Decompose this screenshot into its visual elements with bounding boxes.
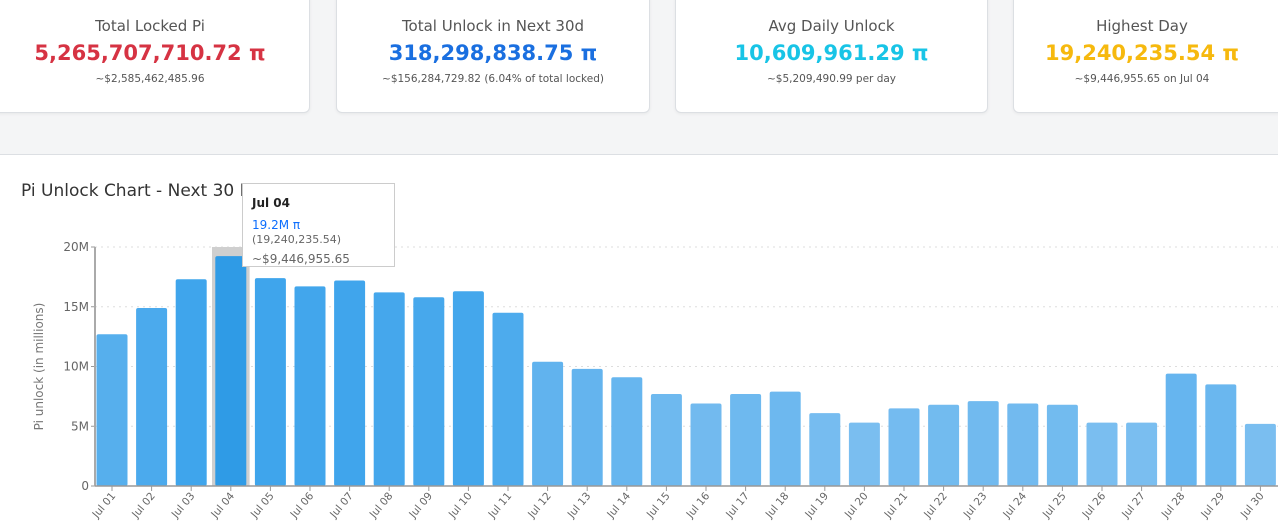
x-tick-label: Jul 04 <box>208 490 237 521</box>
bar-jul-26 <box>1086 422 1118 486</box>
y-tick-label: 15M <box>63 300 89 314</box>
card-sub: ~$156,284,729.82 (6.04% of total locked) <box>382 73 604 85</box>
tooltip-date: Jul 04 <box>252 196 290 210</box>
card-title: Avg Daily Unlock <box>768 17 895 35</box>
tooltip-usd: ~$9,446,955.65 <box>252 252 350 266</box>
x-tick-label: Jul 27 <box>1119 490 1148 521</box>
bar-jul-25 <box>1046 404 1078 486</box>
x-tick-label: Jul 01 <box>90 490 119 521</box>
card-sub: ~$9,446,955.65 on Jul 04 <box>1074 73 1210 85</box>
x-tick-label: Jul 30 <box>1238 490 1267 521</box>
card-total-unlock: Total Unlock in Next 30d 318,298,838.75 … <box>336 0 650 113</box>
card-value: 318,298,838.75 π <box>388 41 598 65</box>
bar-jul-15 <box>650 393 682 486</box>
bar-jul-19 <box>809 413 841 486</box>
card-sub: ~$2,585,462,485.96 <box>95 73 205 85</box>
x-tick-label: Jul 24 <box>1000 490 1029 521</box>
bar-jul-20 <box>848 422 880 486</box>
bar-jul-21 <box>888 408 920 486</box>
bar-jul-28 <box>1165 373 1197 486</box>
tooltip-value: 19.2M π <box>252 218 301 232</box>
card-sub: ~$5,209,490.99 per day <box>766 73 897 85</box>
x-tick-label: Jul 26 <box>1080 490 1109 521</box>
bar-jul-04 <box>215 256 247 486</box>
bar-jul-24 <box>1007 403 1039 486</box>
x-tick-label: Jul 14 <box>604 490 633 521</box>
card-avg-daily: Avg Daily Unlock 10,609,961.29 π ~$5,209… <box>675 0 988 113</box>
x-tick-label: Jul 11 <box>486 490 515 521</box>
card-highest-day: Highest Day 19,240,235.54 π ~$9,446,955.… <box>1013 0 1278 113</box>
bar-jul-16 <box>690 403 722 486</box>
x-tick-label: Jul 22 <box>921 490 950 521</box>
x-tick-label: Jul 18 <box>763 490 792 521</box>
bar-jul-14 <box>611 377 643 486</box>
x-tick-label: Jul 02 <box>129 490 158 521</box>
y-tick-label: 10M <box>63 360 89 374</box>
x-tick-label: Jul 25 <box>1040 490 1069 521</box>
bar-jul-06 <box>294 286 326 486</box>
x-tick-label: Jul 21 <box>882 490 911 521</box>
x-tick-label: Jul 29 <box>1198 490 1227 521</box>
tooltip-exact: (19,240,235.54) <box>252 233 342 246</box>
bar-jul-23 <box>967 401 999 486</box>
x-tick-label: Jul 17 <box>723 490 752 521</box>
x-tick-label: Jul 19 <box>802 490 831 521</box>
x-tick-label: Jul 20 <box>842 490 871 521</box>
card-value: 5,265,707,710.72 π <box>34 41 266 65</box>
card-title: Total Unlock in Next 30d <box>401 17 585 35</box>
x-tick-label: Jul 05 <box>248 490 277 521</box>
x-tick-label: Jul 09 <box>406 490 435 521</box>
bar-jul-18 <box>769 391 801 486</box>
card-title: Total Locked Pi <box>95 17 205 35</box>
bar-jul-17 <box>730 393 762 486</box>
card-title: Highest Day <box>1096 17 1188 35</box>
bar-jul-10 <box>452 291 484 486</box>
bar-jul-03 <box>175 279 207 486</box>
x-tick-label: Jul 06 <box>288 490 317 521</box>
bar-jul-08 <box>373 292 405 486</box>
chart-tooltip: Jul 04 19.2M π (19,240,235.54) ~$9,446,9… <box>242 183 395 267</box>
card-total-locked: Total Locked Pi 5,265,707,710.72 π ~$2,5… <box>0 0 310 113</box>
bar-jul-13 <box>571 368 603 486</box>
card-value: 10,609,961.29 π <box>734 41 929 65</box>
x-tick-label: Jul 16 <box>684 490 713 521</box>
bar-jul-05 <box>254 278 286 486</box>
y-tick-label: 0 <box>81 479 89 493</box>
bar-jul-11 <box>492 312 524 486</box>
bar-jul-02 <box>136 307 168 486</box>
x-tick-label: Jul 07 <box>327 490 356 521</box>
y-tick-label: 5M <box>71 419 89 433</box>
bar-jul-30 <box>1244 423 1276 486</box>
card-value: 19,240,235.54 π <box>1045 41 1239 65</box>
bar-jul-22 <box>928 404 960 486</box>
x-tick-label: Jul 08 <box>367 490 396 521</box>
x-tick-label: Jul 23 <box>961 490 990 521</box>
y-tick-label: 20M <box>63 240 89 254</box>
bar-jul-29 <box>1205 384 1237 486</box>
x-tick-label: Jul 10 <box>446 490 475 521</box>
x-tick-label: Jul 03 <box>169 490 198 521</box>
chart-title: Pi Unlock Chart - Next 30 Days <box>21 181 283 201</box>
x-tick-label: Jul 28 <box>1159 490 1188 521</box>
x-tick-label: Jul 15 <box>644 490 673 521</box>
y-axis-label: Pi unlock (in millions) <box>32 303 46 431</box>
bar-jul-01 <box>96 334 128 486</box>
bar-jul-09 <box>413 297 445 486</box>
bar-jul-12 <box>532 361 564 486</box>
x-tick-label: Jul 12 <box>525 490 554 521</box>
bar-jul-27 <box>1126 422 1158 486</box>
bar-jul-07 <box>334 280 366 486</box>
x-tick-label: Jul 13 <box>565 490 594 521</box>
